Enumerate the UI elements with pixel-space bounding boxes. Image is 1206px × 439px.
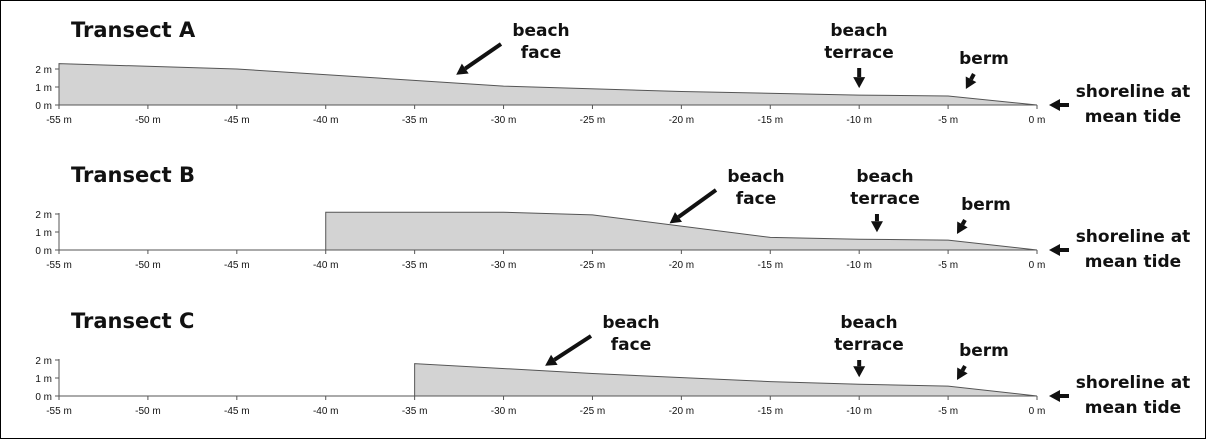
transect-b-berm-arrow-shaft <box>960 219 967 226</box>
transect-c-shoreline-label: shoreline at <box>1076 373 1191 393</box>
transect-b-beach-terrace-label: beach <box>856 167 913 187</box>
transect-a-berm-arrow-head <box>965 76 977 89</box>
transect-a-x-tick-label: -25 m <box>580 115 606 126</box>
transect-b-beach-terrace-label: terrace <box>850 189 920 209</box>
transect-b-y-tick-label: 2 m <box>35 210 52 221</box>
transect-b-beach-face-label: face <box>736 189 776 209</box>
transect-b-title: Transect B <box>71 163 195 187</box>
transect-a-beach-face-label: beach <box>512 21 569 41</box>
transect-b-berm-arrow-head <box>956 221 968 234</box>
transect-c-y-tick-label: 1 m <box>35 374 52 385</box>
transect-a-shoreline-label: shoreline at <box>1076 82 1191 102</box>
transect-c-beach-terrace-arrow-head <box>853 366 866 378</box>
transect-b-x-tick-label: 0 m <box>1029 260 1046 271</box>
transect-b-profile-area <box>325 211 1038 251</box>
transect-c-x-tick-label: -20 m <box>669 406 695 417</box>
transect-a-x-tick-label: -10 m <box>846 115 872 126</box>
transect-c-x-tick-label: -30 m <box>491 406 517 417</box>
transect-a-x-tick-label: -5 m <box>938 115 958 126</box>
transect-a-x-tick-label: -50 m <box>135 115 161 126</box>
transect-b-x-tick-label: -30 m <box>491 260 517 271</box>
transect-c-x-tick-label: 0 m <box>1029 406 1046 417</box>
transect-c-x-tick-label: -45 m <box>224 406 250 417</box>
transect-b-berm-label: berm <box>961 195 1011 215</box>
transect-b-beach-terrace-arrow-head <box>870 221 883 233</box>
transect-c-y-tick-label: 0 m <box>35 392 52 403</box>
transect-c-shoreline-arrow-head <box>1049 390 1060 402</box>
transect-b-y-tick-label: 1 m <box>35 228 52 239</box>
transect-c-x-tick-label: -40 m <box>313 406 339 417</box>
transect-a-x-tick-label: -30 m <box>491 115 517 126</box>
transect-c-x-tick-label: -25 m <box>580 406 606 417</box>
transect-c-x-tick-label: -55 m <box>46 406 72 417</box>
transect-a-beach-terrace-label: terrace <box>824 43 894 63</box>
transect-b-x-tick-label: -35 m <box>402 260 428 271</box>
transect-c-beach-face-label: face <box>611 335 651 355</box>
transect-a-shoreline-label: mean tide <box>1085 107 1181 127</box>
transect-a-beach-terrace-label: beach <box>830 21 887 41</box>
transect-c-title: Transect C <box>71 309 194 333</box>
transect-c-berm-label: berm <box>959 341 1009 361</box>
transect-b-x-tick-label: -25 m <box>580 260 606 271</box>
transect-c-beach-terrace-label: beach <box>840 313 897 333</box>
transect-a-x-tick-label: -15 m <box>757 115 783 126</box>
transect-a-profile-area <box>58 63 1038 106</box>
transect-b-x-tick-label: -40 m <box>313 260 339 271</box>
transect-c-profile-area <box>414 363 1038 397</box>
transect-b-x-tick-label: -55 m <box>46 260 72 271</box>
transect-c-y-tick-label: 2 m <box>35 356 52 367</box>
transect-a-beach-face-arrow-shaft <box>464 42 503 71</box>
transect-c-beach-face-label: beach <box>602 313 659 333</box>
transect-b-beach-face-label: beach <box>727 167 784 187</box>
transect-b-x-tick-label: -50 m <box>135 260 161 271</box>
transect-a-beach-face-label: face <box>521 43 561 63</box>
transect-c-shoreline-label: mean tide <box>1085 398 1181 418</box>
transect-a-beach-face-arrow-head <box>456 63 469 75</box>
transect-b-x-tick-label: -45 m <box>224 260 250 271</box>
transect-a-x-tick-label: -55 m <box>46 115 72 126</box>
transect-a-title: Transect A <box>71 18 196 42</box>
transect-a-x-tick-label: -40 m <box>313 115 339 126</box>
transect-c-x-tick-label: -10 m <box>846 406 872 417</box>
transect-c-x-tick-label: -35 m <box>402 406 428 417</box>
transect-a-beach-terrace-arrow-head <box>853 77 866 89</box>
transect-a-shoreline-arrow-head <box>1049 99 1060 111</box>
transect-b-x-tick-label: -15 m <box>757 260 783 271</box>
transect-a-x-tick-label: -45 m <box>224 115 250 126</box>
transect-c-x-tick-label: -50 m <box>135 406 161 417</box>
transect-a-y-tick-label: 2 m <box>35 65 52 76</box>
transect-b-shoreline-label: shoreline at <box>1076 227 1191 247</box>
transect-c-beach-terrace-label: terrace <box>834 335 904 355</box>
transect-b-x-tick-label: -5 m <box>938 260 958 271</box>
transect-b-beach-face-arrow-head <box>669 212 683 224</box>
transect-c-x-tick-label: -15 m <box>757 406 783 417</box>
transect-a-x-tick-label: -35 m <box>402 115 428 126</box>
transect-c-berm-arrow-shaft <box>960 365 967 372</box>
transect-c-berm-arrow-head <box>956 367 968 380</box>
transect-a-berm-label: berm <box>959 49 1009 69</box>
transect-b-shoreline-label: mean tide <box>1085 252 1181 272</box>
transect-a-berm-arrow-shaft <box>969 73 976 81</box>
transect-c-beach-face-arrow-shaft <box>553 334 593 362</box>
transect-b-beach-face-arrow-shaft <box>677 188 718 219</box>
transect-c-x-tick-label: -5 m <box>938 406 958 417</box>
transect-b-y-tick-label: 0 m <box>35 246 52 257</box>
transect-a-y-tick-label: 0 m <box>35 101 52 112</box>
transect-b-x-tick-label: -20 m <box>669 260 695 271</box>
transect-b-x-tick-label: -10 m <box>846 260 872 271</box>
transect-a-y-tick-label: 1 m <box>35 83 52 94</box>
transect-a-x-tick-label: 0 m <box>1029 115 1046 126</box>
transect-b-shoreline-arrow-head <box>1049 244 1060 256</box>
transect-a-x-tick-label: -20 m <box>669 115 695 126</box>
transect-c-beach-face-arrow-head <box>545 354 558 366</box>
